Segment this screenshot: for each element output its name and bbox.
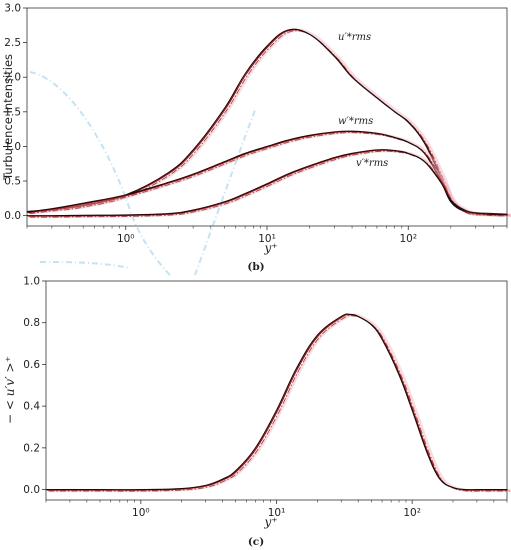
faint-trace bbox=[29, 71, 171, 276]
panel-b-ylabel: Turbulence Intensities bbox=[1, 54, 15, 181]
y-tick-label: 0.2 bbox=[23, 442, 40, 454]
panel-b-frame bbox=[26, 7, 508, 227]
series-dns-w_rms bbox=[26, 130, 508, 215]
panel-c-series bbox=[45, 313, 511, 493]
x-tick-label: 10¹ bbox=[268, 507, 286, 519]
y-tick-label: 1.5 bbox=[4, 106, 21, 118]
label-w-rms: w′*rms bbox=[338, 116, 373, 127]
panel-c-tag: (c) bbox=[248, 536, 264, 548]
panel-c-xlabel: y⁺ bbox=[263, 515, 277, 529]
faint-trace bbox=[194, 109, 256, 276]
panel-b-y-ticks: 0.0 0.5 1.0 1.5 2.0 2.5 3.0 bbox=[4, 3, 27, 222]
y-tick-label: 2.0 bbox=[4, 72, 21, 84]
x-tick-label: 10¹ bbox=[258, 233, 276, 245]
series-model-uv bbox=[46, 313, 508, 491]
x-tick-label: 10² bbox=[399, 233, 417, 245]
series-dns-uv bbox=[45, 313, 507, 491]
panel-c-y-ticks: 0.0 0.2 0.4 0.6 0.8 1.0 bbox=[23, 276, 46, 496]
y-tick-label: 0.6 bbox=[23, 359, 40, 371]
panel-c-x-ticks: 10⁰ 10¹ 10² bbox=[45, 500, 508, 519]
y-tick-label: 0.8 bbox=[23, 317, 40, 329]
faint-background-traces bbox=[29, 71, 256, 276]
panel-b-xlabel: y⁺ bbox=[263, 241, 277, 255]
y-tick-label: 1.0 bbox=[4, 141, 21, 153]
panel-b-tag: (b) bbox=[247, 261, 264, 273]
y-tick-label: 0.0 bbox=[4, 210, 21, 222]
label-v-rms: v′*rms bbox=[356, 158, 388, 169]
faint-trace bbox=[39, 261, 131, 269]
panel-b-x-ticks: 10⁰ 10¹ 10² bbox=[26, 226, 508, 245]
panel-c-ylabel: − < u′v′ >⁺ bbox=[3, 356, 17, 424]
y-tick-label: 0.4 bbox=[23, 401, 40, 413]
y-tick-label: 2.5 bbox=[4, 37, 21, 49]
series-dashdot-u_rms bbox=[29, 30, 510, 217]
y-tick-label: 1.0 bbox=[23, 276, 40, 288]
x-tick-label: 10⁰ bbox=[117, 233, 135, 245]
series-halo-v_rms bbox=[30, 149, 511, 219]
series-dashdot-uv bbox=[48, 315, 510, 492]
series-halo-u_rms bbox=[30, 28, 511, 217]
x-tick-label: 10⁰ bbox=[132, 507, 150, 519]
y-tick-label: 0.5 bbox=[4, 176, 21, 188]
panel-c: 0.0 0.2 0.4 0.6 0.8 1.0 10⁰ 10¹ 10² − < u′v′ >⁺… bbox=[3, 276, 511, 548]
y-tick-label: 3.0 bbox=[4, 3, 21, 15]
panel-b: 0.0 0.5 1.0 1.5 2.0 2.5 3.0 10⁰ 10¹ 10² Turbulen… bbox=[1, 3, 511, 273]
label-u-rms: u′*rms bbox=[338, 32, 371, 43]
series-dns-v_rms bbox=[26, 149, 508, 217]
panel-b-series bbox=[26, 28, 511, 219]
x-tick-label: 10² bbox=[403, 507, 421, 519]
y-tick-label: 0.0 bbox=[23, 484, 40, 496]
